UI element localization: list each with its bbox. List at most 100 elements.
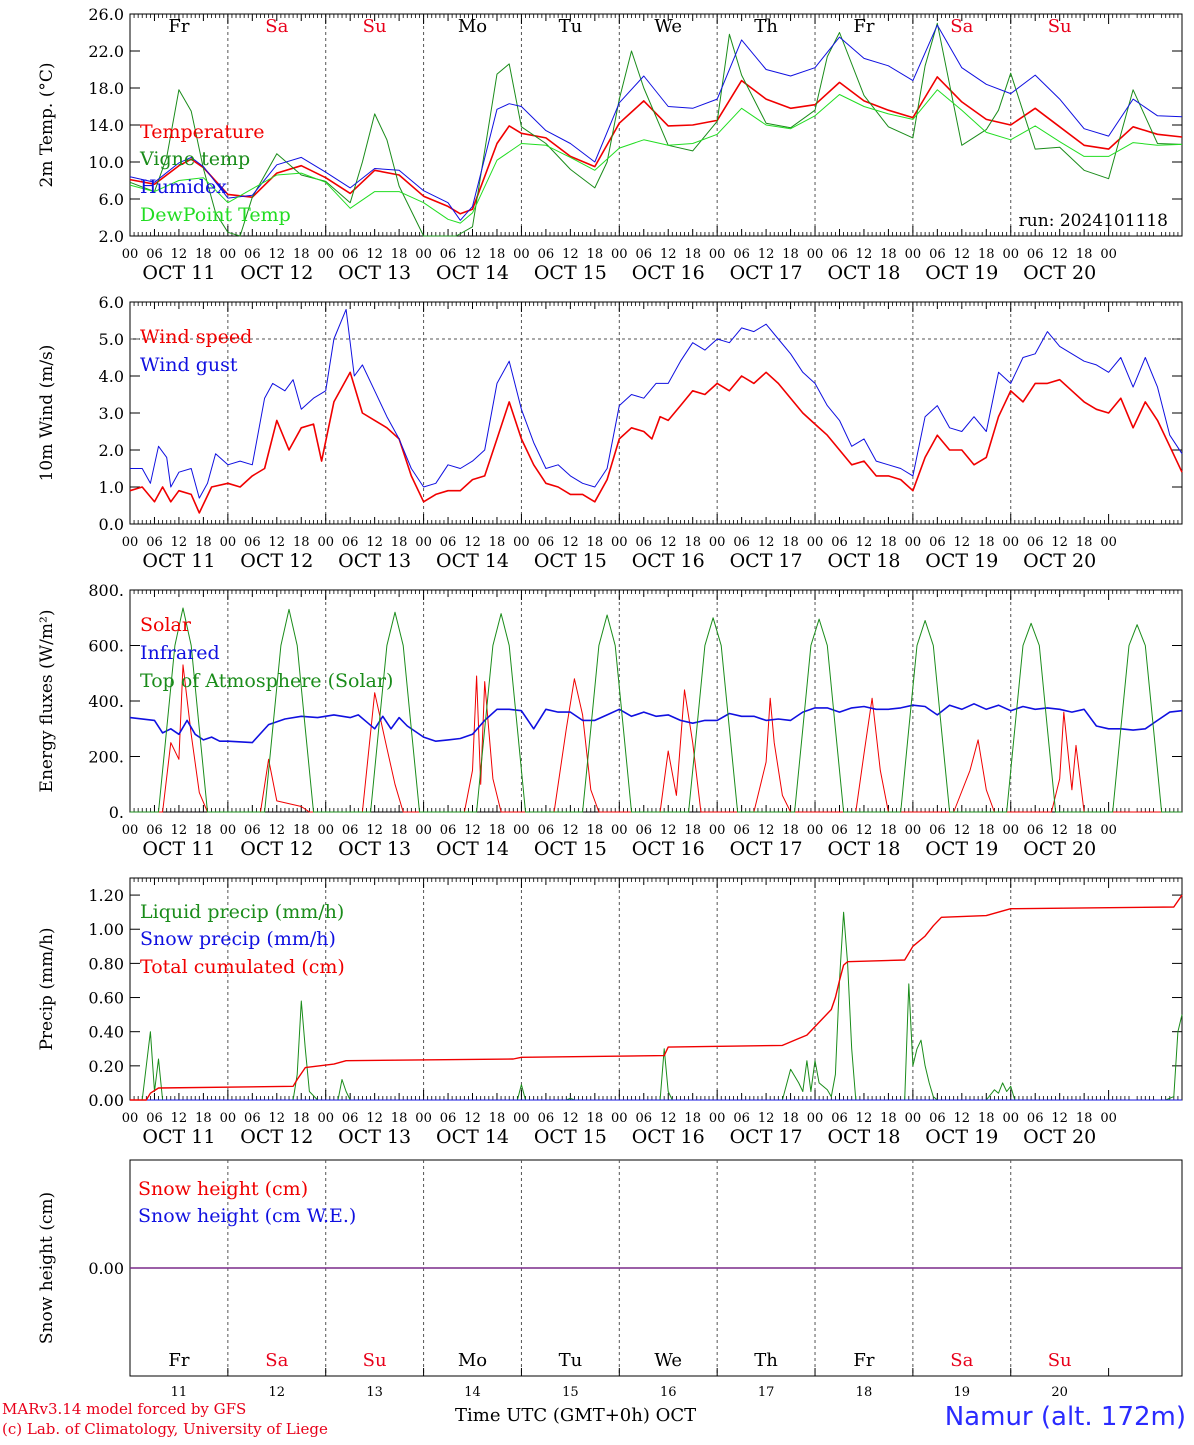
x-date-label: OCT 19 [925,262,998,284]
series-solar [130,664,1182,813]
plot-frame [129,301,1183,525]
legend-entry: Wind speed [140,326,252,348]
x-hour-label: 18 [880,1111,897,1126]
legend-entry: Snow precip (mm/h) [140,928,336,950]
x-hour-label: 12 [856,535,873,550]
x-hour-label: 18 [195,1111,212,1126]
x-date-label: OCT 14 [436,550,509,572]
x-hour-label: 00 [415,247,432,262]
x-hour-label: 18 [195,247,212,262]
x-hour-label: 00 [709,535,726,550]
x-hour-label: 06 [342,1111,359,1126]
y-tick-label: 0.40 [88,1023,124,1042]
panel-3 [129,589,1183,813]
x-hour-label: 00 [220,823,237,838]
x-hour-label: 18 [1076,535,1093,550]
x-hour-label: 12 [856,247,873,262]
x-hour-label: 00 [611,247,628,262]
x-hour-label: 00 [415,535,432,550]
x-date-label: OCT 19 [925,1126,998,1148]
x-hour-label: 12 [954,535,971,550]
x-hour-label: 18 [489,535,506,550]
x-hour-label: 12 [1051,247,1068,262]
x-hour-label: 00 [122,823,139,838]
x-date-label: OCT 11 [142,550,215,572]
x-date-label: OCT 17 [730,838,803,860]
x-hour-label: 12 [954,247,971,262]
y-axis-title: Precip (mm/h) [37,927,57,1050]
x-hour-label: 00 [807,247,824,262]
x-hour-label: 12 [758,1111,775,1126]
x-hour-label: 00 [220,247,237,262]
x-hour-label: 00 [220,535,237,550]
x-hour-label: 06 [146,247,163,262]
x-hour-label: 12 [464,1111,481,1126]
x-hour-label: 06 [440,535,457,550]
y-tick-label: 14.0 [88,116,124,135]
x-hour-label: 18 [880,823,897,838]
x-hour-label: 00 [1100,1111,1117,1126]
day-number: 15 [562,1385,579,1400]
y-tick-label: 26.0 [88,5,124,24]
x-hour-label: 18 [195,823,212,838]
y-tick-label: 1.0 [99,478,124,497]
x-hour-label: 12 [758,535,775,550]
day-number: 17 [758,1385,775,1400]
x-hour-label: 00 [317,1111,334,1126]
x-hour-label: 12 [171,247,188,262]
x-date-label: OCT 16 [632,550,705,572]
day-name: Su [1048,16,1072,37]
x-date-label: OCT 17 [730,1126,803,1148]
x-hour-label: 18 [782,535,799,550]
day-name: Fr [853,1350,874,1371]
x-date-label: OCT 14 [436,838,509,860]
x-hour-label: 06 [1027,1111,1044,1126]
x-hour-label: 00 [1002,247,1019,262]
x-hour-label: 12 [171,535,188,550]
day-name: Fr [168,1350,189,1371]
x-hour-label: 12 [269,823,286,838]
x-date-label: OCT 20 [1023,262,1096,284]
x-date-label: OCT 11 [142,838,215,860]
model-credit: MARv3.14 model forced by GFS [2,1400,247,1418]
x-hour-label: 06 [733,247,750,262]
x-hour-label: 18 [391,247,408,262]
x-hour-label: 06 [440,247,457,262]
x-date-label: OCT 18 [827,1126,900,1148]
x-date-label: OCT 20 [1023,1126,1096,1148]
day-name: Sa [265,16,288,37]
x-date-label: OCT 13 [338,550,411,572]
x-date-label: OCT 11 [142,1126,215,1148]
day-name: We [654,1350,682,1371]
day-name: Sa [950,1350,973,1371]
x-hour-label: 00 [905,535,922,550]
day-name: Sa [950,16,973,37]
x-hour-label: 18 [391,1111,408,1126]
day-name: Tu [559,1350,583,1371]
x-hour-label: 06 [733,823,750,838]
x-hour-label: 00 [513,823,530,838]
x-hour-label: 00 [709,247,726,262]
x-hour-label: 12 [1051,535,1068,550]
x-hour-label: 00 [1002,535,1019,550]
x-hour-label: 18 [1076,1111,1093,1126]
x-hour-label: 06 [538,1111,555,1126]
x-date-label: OCT 16 [632,262,705,284]
day-name: Tu [559,16,583,37]
x-hour-label: 00 [611,535,628,550]
x-hour-label: 00 [415,1111,432,1126]
series-vigne-temp [129,22,1183,237]
x-hour-label: 00 [317,535,334,550]
series-total-cumulated-cm [130,894,1183,1101]
x-hour-label: 12 [1051,823,1068,838]
x-hour-label: 00 [317,247,334,262]
legend-entry: Top of Atmosphere (Solar) [140,670,393,692]
x-date-label: OCT 12 [240,262,313,284]
day-name: Su [363,16,387,37]
x-date-label: OCT 19 [925,550,998,572]
x-hour-label: 18 [489,823,506,838]
x-hour-label: 18 [782,1111,799,1126]
x-hour-label: 00 [611,1111,628,1126]
x-hour-label: 06 [244,1111,261,1126]
